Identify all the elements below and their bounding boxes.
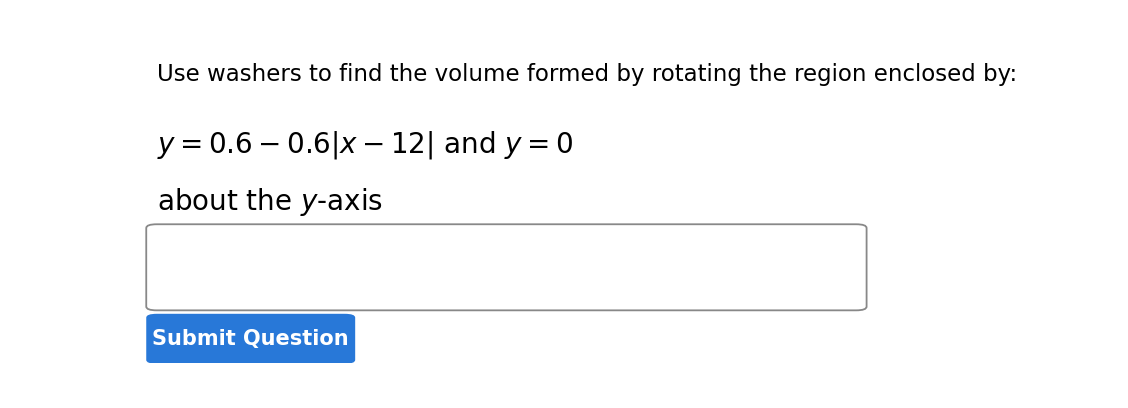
Text: Use washers to find the volume formed by rotating the region enclosed by:: Use washers to find the volume formed by…	[157, 63, 1016, 86]
Text: Submit Question: Submit Question	[152, 329, 349, 349]
FancyBboxPatch shape	[147, 224, 866, 310]
Text: $y = 0.6 - 0.6|x - 12|$ and $y = 0$: $y = 0.6 - 0.6|x - 12|$ and $y = 0$	[157, 129, 573, 161]
Text: about the $y$-axis: about the $y$-axis	[157, 186, 382, 217]
FancyBboxPatch shape	[147, 314, 355, 364]
